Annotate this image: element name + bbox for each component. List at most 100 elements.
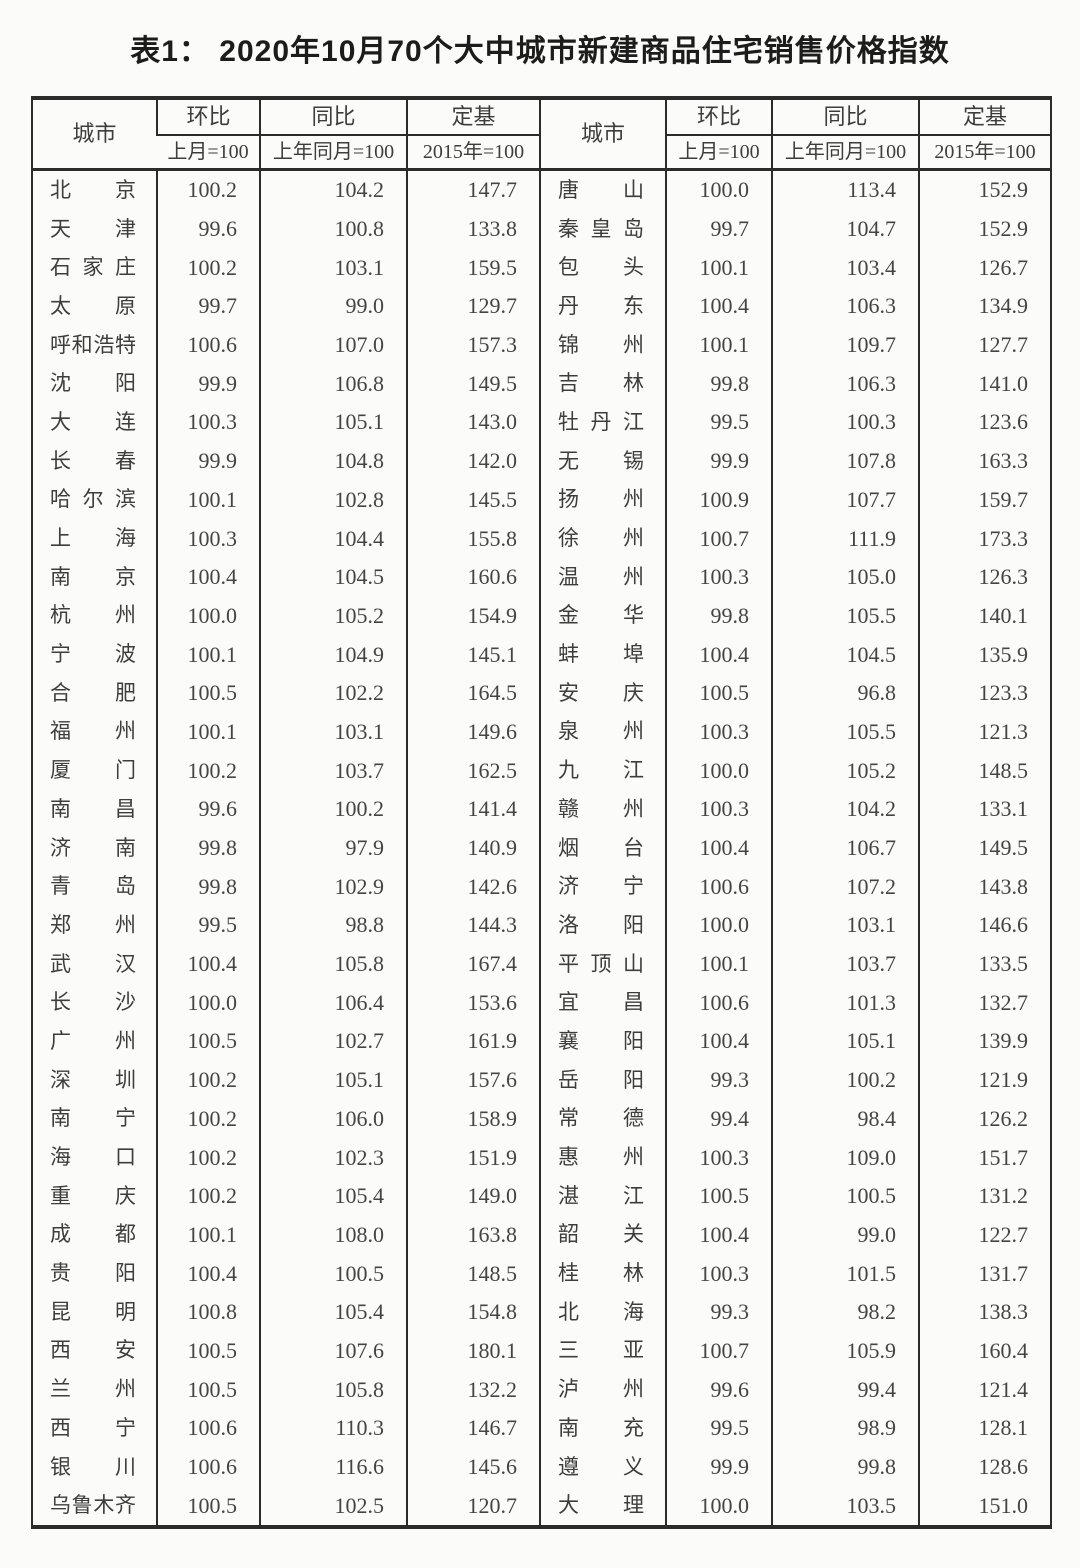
table-row: 郑州 99.5 98.8 144.3 洛阳 100.0 103.1 146.6 — [32, 906, 1051, 945]
mom-value-left: 100.6 — [156, 325, 260, 365]
city-cell-left: 呼和浩特 — [32, 326, 157, 365]
yoy-value-left: 105.8 — [259, 944, 407, 984]
mom-value-left: 100.4 — [156, 944, 260, 984]
table-row: 西宁 100.6 110.3 146.7 南充 99.5 98.9 128.1 — [32, 1409, 1051, 1448]
header-yoy-right: 同比 — [771, 98, 919, 136]
city-label: 大连 — [50, 409, 136, 434]
fixed-value-right: 126.2 — [918, 1099, 1051, 1139]
header-mom-base-right: 上月=100 — [665, 135, 772, 170]
city-cell-right: 遵义 — [539, 1447, 666, 1487]
city-cell-right: 唐山 — [539, 169, 666, 210]
city-cell-right: 锦州 — [539, 325, 666, 365]
fixed-value-right: 163.3 — [918, 441, 1051, 481]
header-mom-left: 环比 — [156, 98, 260, 136]
mom-value-left: 100.0 — [156, 596, 260, 636]
city-label: 洛阳 — [558, 912, 644, 937]
table-row: 成都 100.1 108.0 163.8 韶关 100.4 99.0 122.7 — [32, 1215, 1051, 1255]
mom-value-right: 100.5 — [665, 673, 772, 713]
yoy-value-left: 102.8 — [259, 480, 407, 520]
city-label: 惠州 — [558, 1145, 644, 1170]
yoy-value-left: 103.1 — [259, 712, 407, 752]
mom-value-left: 99.9 — [156, 441, 260, 481]
yoy-value-left: 98.8 — [259, 906, 407, 945]
city-label: 合肥 — [50, 680, 136, 705]
city-label: 呼和浩特 — [50, 332, 136, 357]
fixed-value-right: 123.3 — [918, 673, 1051, 713]
yoy-value-left: 105.2 — [259, 596, 407, 636]
yoy-value-right: 101.5 — [771, 1254, 919, 1293]
city-cell-right: 韶关 — [539, 1215, 666, 1255]
fixed-value-right: 141.0 — [918, 364, 1051, 404]
fixed-value-right: 131.2 — [918, 1176, 1051, 1216]
city-label: 成都 — [50, 1222, 136, 1247]
city-cell-right: 常德 — [539, 1099, 666, 1139]
table-row: 青岛 99.8 102.9 142.6 济宁 100.6 107.2 143.8 — [32, 867, 1051, 907]
fixed-value-right: 128.1 — [918, 1409, 1051, 1448]
city-label: 广州 — [50, 1028, 136, 1053]
fixed-value-right: 128.6 — [918, 1447, 1051, 1487]
city-cell-right: 丹东 — [539, 287, 666, 326]
yoy-value-left: 105.8 — [259, 1370, 407, 1409]
city-label: 南充 — [558, 1415, 644, 1440]
city-label: 银川 — [50, 1454, 136, 1479]
yoy-value-right: 109.0 — [771, 1138, 919, 1177]
table-row: 太原 99.7 99.0 129.7 丹东 100.4 106.3 134.9 — [32, 287, 1051, 326]
city-cell-right: 安庆 — [539, 673, 666, 713]
mom-value-left: 100.5 — [156, 1370, 260, 1409]
city-label: 温州 — [558, 564, 644, 589]
mom-value-left: 100.6 — [156, 1447, 260, 1487]
yoy-value-right: 99.0 — [771, 1215, 919, 1255]
table-row: 大连 100.3 105.1 143.0 牡丹江 99.5 100.3 123.6 — [32, 403, 1051, 442]
mom-value-left: 100.4 — [156, 1254, 260, 1293]
header-mom-right: 环比 — [665, 98, 772, 136]
header-fixed-right: 定基 — [918, 98, 1051, 136]
table-row: 沈阳 99.9 106.8 149.5 吉林 99.8 106.3 141.0 — [32, 364, 1051, 404]
fixed-value-left: 151.9 — [406, 1138, 540, 1177]
city-cell-right: 秦皇岛 — [539, 209, 666, 249]
mom-value-left: 100.2 — [156, 1176, 260, 1216]
table-row: 武汉 100.4 105.8 167.4 平顶山 100.1 103.7 133.5 — [32, 944, 1051, 984]
mom-value-left: 100.2 — [156, 1099, 260, 1139]
mom-value-left: 99.8 — [156, 867, 260, 907]
yoy-value-right: 100.2 — [771, 1060, 919, 1100]
city-label: 丹东 — [558, 293, 644, 318]
table-row: 厦门 100.2 103.7 162.5 九江 100.0 105.2 148.5 — [32, 751, 1051, 790]
mom-value-right: 99.6 — [665, 1370, 772, 1409]
yoy-value-left: 104.5 — [259, 557, 407, 597]
city-label: 深圳 — [50, 1067, 136, 1092]
mom-value-right: 100.3 — [665, 712, 772, 752]
header-row-sub: 上月=100 上年同月=100 2015年=100 上月=100 上年同月=10… — [32, 135, 1051, 170]
fixed-value-left: 120.7 — [406, 1486, 540, 1528]
header-yoy-left: 同比 — [259, 98, 407, 136]
city-label: 吉林 — [558, 371, 644, 396]
table-row: 海口 100.2 102.3 151.9 惠州 100.3 109.0 151.7 — [32, 1138, 1051, 1177]
city-label: 重庆 — [50, 1183, 136, 1208]
yoy-value-left: 105.4 — [259, 1176, 407, 1216]
yoy-value-right: 105.5 — [771, 596, 919, 636]
table-row: 石家庄 100.2 103.1 159.5 包头 100.1 103.4 126.7 — [32, 248, 1051, 288]
mom-value-left: 100.1 — [156, 480, 260, 520]
mom-value-right: 100.7 — [665, 519, 772, 558]
city-cell-left: 太原 — [32, 287, 157, 326]
table-row: 长沙 100.0 106.4 153.6 宜昌 100.6 101.3 132.7 — [32, 983, 1051, 1023]
header-fixed-base-right: 2015年=100 — [918, 135, 1051, 170]
mom-value-left: 100.5 — [156, 1022, 260, 1061]
mom-value-left: 100.6 — [156, 1409, 260, 1448]
mom-value-right: 99.3 — [665, 1292, 772, 1332]
city-label: 九江 — [558, 758, 644, 783]
city-cell-left: 厦门 — [32, 751, 157, 790]
city-cell-left: 北京 — [32, 170, 157, 210]
fixed-value-right: 146.6 — [918, 906, 1051, 945]
fixed-value-left: 133.8 — [406, 209, 540, 249]
city-cell-left: 郑州 — [32, 906, 157, 945]
mom-value-right: 100.1 — [665, 248, 772, 288]
mom-value-right: 100.0 — [665, 169, 772, 210]
fixed-value-left: 167.4 — [406, 944, 540, 984]
city-cell-left: 合肥 — [32, 674, 157, 713]
fixed-value-left: 149.5 — [406, 364, 540, 404]
city-cell-left: 济南 — [32, 829, 157, 868]
price-index-table: 城市 环比 同比 定基 城市 环比 同比 定基 上月=100 上年同月=100 … — [31, 96, 1052, 1530]
yoy-value-left: 102.9 — [259, 867, 407, 907]
city-cell-right: 牡丹江 — [539, 403, 666, 442]
city-cell-left: 重庆 — [32, 1177, 157, 1216]
